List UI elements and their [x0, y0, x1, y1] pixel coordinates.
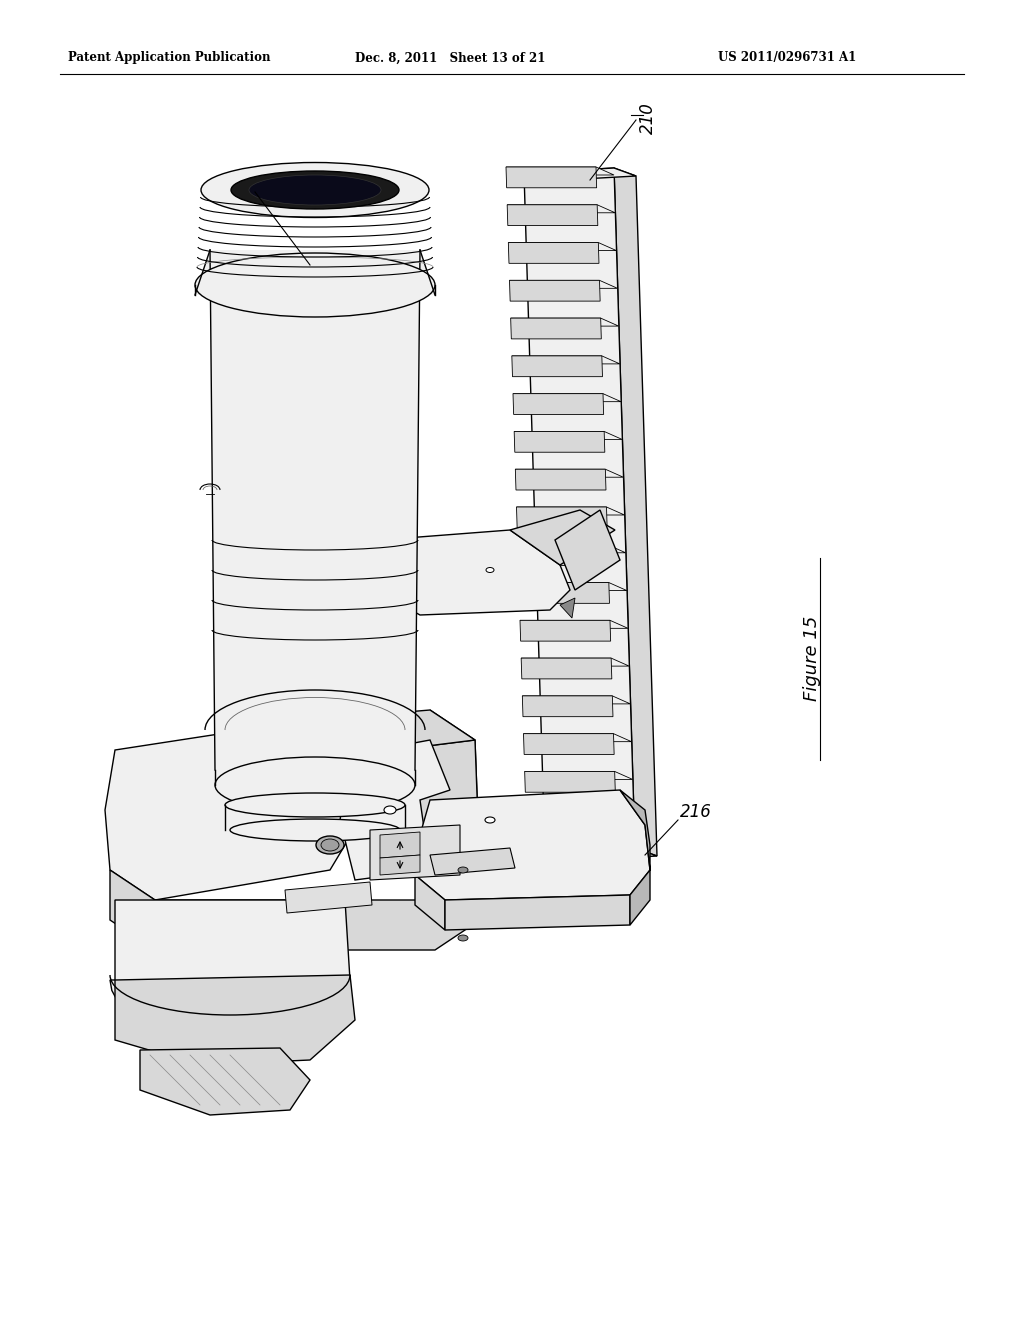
Ellipse shape: [485, 817, 495, 822]
Polygon shape: [355, 741, 480, 875]
Polygon shape: [506, 168, 597, 187]
Polygon shape: [518, 545, 608, 565]
Polygon shape: [521, 659, 629, 667]
Text: 214: 214: [231, 174, 263, 191]
Polygon shape: [545, 847, 657, 861]
Polygon shape: [195, 249, 435, 294]
Polygon shape: [510, 280, 617, 288]
Polygon shape: [512, 356, 602, 376]
Polygon shape: [370, 825, 460, 880]
Ellipse shape: [225, 793, 406, 817]
Polygon shape: [115, 975, 355, 1065]
Polygon shape: [506, 168, 614, 176]
Ellipse shape: [321, 840, 339, 851]
Polygon shape: [522, 696, 631, 704]
Polygon shape: [520, 620, 610, 642]
Polygon shape: [370, 531, 570, 615]
Polygon shape: [310, 710, 475, 755]
Polygon shape: [380, 855, 420, 875]
Text: Patent Application Publication: Patent Application Publication: [68, 51, 270, 65]
Polygon shape: [140, 1048, 310, 1115]
Text: Dec. 8, 2011   Sheet 13 of 21: Dec. 8, 2011 Sheet 13 of 21: [355, 51, 546, 65]
Ellipse shape: [458, 935, 468, 941]
Ellipse shape: [195, 253, 435, 317]
Polygon shape: [516, 507, 607, 528]
Polygon shape: [510, 510, 615, 565]
Polygon shape: [110, 870, 480, 950]
Polygon shape: [518, 545, 626, 553]
Polygon shape: [512, 356, 620, 364]
Ellipse shape: [201, 162, 429, 218]
Polygon shape: [524, 168, 636, 181]
Ellipse shape: [230, 818, 400, 841]
Ellipse shape: [215, 756, 415, 813]
Polygon shape: [285, 882, 372, 913]
Polygon shape: [507, 205, 615, 213]
Polygon shape: [380, 832, 420, 858]
Polygon shape: [415, 875, 445, 931]
Polygon shape: [415, 789, 650, 900]
Ellipse shape: [231, 172, 399, 209]
Polygon shape: [524, 771, 633, 779]
Polygon shape: [515, 469, 624, 478]
Polygon shape: [510, 280, 600, 301]
Polygon shape: [614, 168, 657, 855]
Polygon shape: [560, 598, 575, 618]
Polygon shape: [430, 710, 480, 900]
Polygon shape: [508, 243, 599, 263]
Polygon shape: [522, 696, 613, 717]
Polygon shape: [514, 432, 623, 440]
Ellipse shape: [249, 176, 381, 205]
Polygon shape: [519, 582, 609, 603]
Polygon shape: [516, 507, 625, 515]
Ellipse shape: [384, 807, 396, 814]
Text: 210: 210: [639, 102, 657, 133]
Polygon shape: [513, 393, 621, 401]
Polygon shape: [340, 741, 450, 880]
Polygon shape: [511, 318, 618, 326]
Polygon shape: [521, 659, 611, 678]
Polygon shape: [520, 620, 628, 628]
Polygon shape: [511, 318, 601, 339]
Polygon shape: [105, 719, 360, 900]
Polygon shape: [620, 789, 650, 925]
Text: US 2011/0296731 A1: US 2011/0296731 A1: [718, 51, 856, 65]
Polygon shape: [445, 895, 630, 931]
Polygon shape: [526, 809, 634, 817]
Polygon shape: [515, 469, 606, 490]
Polygon shape: [514, 432, 605, 453]
Polygon shape: [523, 734, 632, 742]
Polygon shape: [507, 205, 598, 226]
Ellipse shape: [458, 867, 468, 873]
Polygon shape: [513, 393, 603, 414]
Polygon shape: [523, 734, 614, 755]
Polygon shape: [508, 243, 616, 251]
Polygon shape: [110, 900, 350, 1040]
Text: Figure 15: Figure 15: [803, 615, 821, 701]
Polygon shape: [210, 249, 420, 770]
Polygon shape: [555, 510, 620, 590]
Ellipse shape: [316, 836, 344, 854]
Polygon shape: [519, 582, 627, 590]
Polygon shape: [524, 771, 615, 792]
Polygon shape: [526, 809, 616, 830]
Ellipse shape: [486, 568, 494, 573]
Polygon shape: [524, 168, 635, 853]
Text: 216: 216: [680, 803, 712, 821]
Polygon shape: [430, 847, 515, 875]
